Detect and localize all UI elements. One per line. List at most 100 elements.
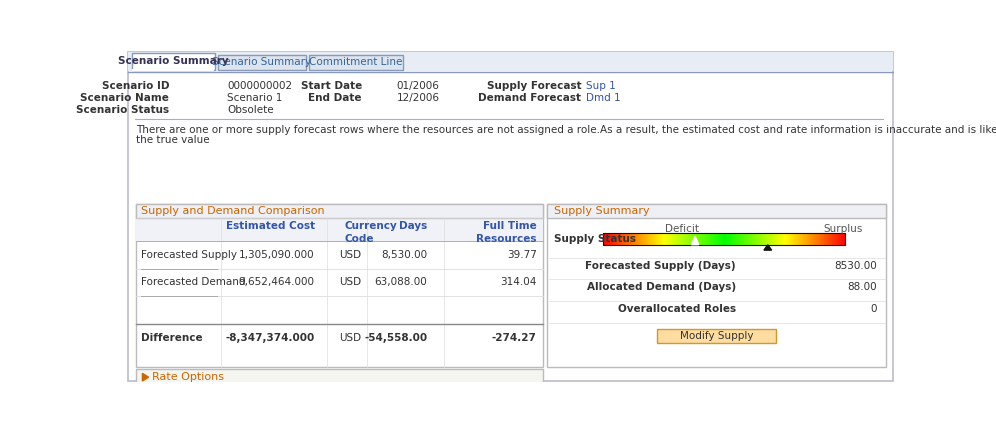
Bar [651, 233, 652, 245]
Bar [132, 69, 214, 71]
Bar [771, 233, 772, 245]
Bar [637, 233, 638, 245]
Bar [700, 233, 701, 245]
Bar [693, 233, 694, 245]
Bar [612, 233, 613, 245]
Bar [813, 233, 814, 245]
Bar [661, 233, 662, 245]
Bar [721, 233, 722, 245]
Bar [607, 233, 609, 245]
Bar [742, 233, 743, 245]
Bar [768, 233, 769, 245]
Bar [750, 233, 751, 245]
Bar [791, 233, 793, 245]
Bar [703, 233, 704, 245]
Bar [759, 233, 760, 245]
Text: 12/2006: 12/2006 [396, 93, 439, 103]
Bar [646, 233, 647, 245]
Bar [819, 233, 820, 245]
Bar [821, 233, 823, 245]
Bar [739, 233, 740, 245]
Bar [739, 233, 741, 245]
Bar [655, 233, 656, 245]
Bar [774, 233, 775, 245]
Bar [748, 233, 749, 245]
Text: Scenario Summary: Scenario Summary [118, 57, 228, 66]
Text: Forecasted Supply: Forecasted Supply [140, 250, 237, 260]
Bar [136, 204, 543, 367]
Bar [715, 233, 716, 245]
Bar [632, 233, 634, 245]
Bar [842, 233, 843, 245]
Bar [705, 233, 707, 245]
Polygon shape [142, 373, 148, 381]
Bar [688, 233, 689, 245]
Bar [692, 233, 694, 245]
Text: Sup 1: Sup 1 [586, 81, 616, 91]
Bar [743, 233, 744, 245]
Bar [666, 233, 668, 245]
Bar [843, 233, 845, 245]
Bar [781, 233, 782, 245]
Bar [782, 233, 783, 245]
Text: There are one or more supply forecast rows where the resources are not assigned : There are one or more supply forecast ro… [136, 125, 996, 135]
Bar [675, 233, 676, 245]
Bar [659, 233, 660, 245]
Bar [688, 233, 690, 245]
Text: Difference: Difference [140, 333, 202, 343]
Bar [687, 233, 688, 245]
Bar [760, 233, 761, 245]
Bar [617, 233, 618, 245]
Polygon shape [691, 236, 699, 245]
Bar [718, 233, 719, 245]
Bar [824, 233, 825, 245]
Bar [618, 233, 619, 245]
Bar [635, 233, 636, 245]
Bar [615, 233, 616, 245]
Bar [769, 233, 771, 245]
Bar [691, 233, 692, 245]
Bar [686, 233, 687, 245]
Bar [785, 233, 786, 245]
Bar [838, 233, 839, 245]
Bar [791, 233, 792, 245]
Text: 88.00: 88.00 [848, 282, 876, 293]
Bar [644, 233, 646, 245]
Bar [800, 233, 801, 245]
Text: Start Date: Start Date [301, 81, 362, 91]
Bar [722, 233, 723, 245]
Bar [127, 52, 893, 71]
Bar [784, 233, 785, 245]
Bar [696, 233, 697, 245]
Bar [797, 233, 798, 245]
Bar [603, 233, 846, 245]
Bar [795, 233, 796, 245]
Bar [640, 233, 641, 245]
Bar [726, 233, 728, 245]
Bar [627, 233, 629, 245]
Text: Supply Summary: Supply Summary [554, 206, 649, 216]
Bar [677, 233, 678, 245]
Bar [735, 233, 736, 245]
Bar [735, 233, 737, 245]
Bar [756, 233, 757, 245]
Bar [653, 233, 655, 245]
Bar [778, 233, 779, 245]
Bar [713, 233, 715, 245]
Bar [633, 233, 634, 245]
Bar [667, 233, 668, 245]
Bar [711, 233, 712, 245]
Bar [746, 233, 747, 245]
Bar [726, 233, 727, 245]
Bar [794, 233, 795, 245]
Bar [836, 233, 837, 245]
Text: Supply Forecast: Supply Forecast [487, 81, 582, 91]
Bar [835, 233, 836, 245]
Bar [695, 233, 696, 245]
Bar [719, 233, 720, 245]
Bar [744, 233, 746, 245]
Bar [763, 233, 764, 245]
Bar [656, 233, 657, 245]
Bar [675, 233, 677, 245]
Bar [782, 233, 784, 245]
